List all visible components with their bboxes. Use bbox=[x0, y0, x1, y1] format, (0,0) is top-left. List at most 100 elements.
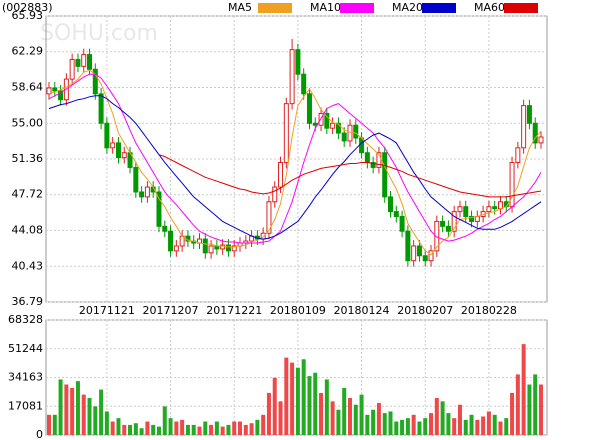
y-tick-label: 51244 bbox=[8, 342, 43, 355]
y-tick-label: 58.64 bbox=[12, 81, 44, 94]
stock-code: (002883) bbox=[2, 1, 53, 14]
volume-bar bbox=[52, 414, 57, 435]
volume-bar bbox=[498, 421, 503, 435]
volume-bar bbox=[353, 404, 358, 435]
candle-body bbox=[115, 142, 121, 159]
volume-bar bbox=[197, 426, 202, 435]
volume-bar bbox=[87, 397, 92, 435]
volume-bar bbox=[307, 376, 312, 435]
candle-body bbox=[324, 112, 330, 129]
candle-body bbox=[208, 245, 214, 254]
volume-bar bbox=[110, 421, 115, 435]
volume-bar bbox=[319, 392, 324, 435]
candle-body bbox=[272, 186, 278, 203]
candle-body bbox=[474, 216, 480, 222]
volume-bar bbox=[220, 426, 225, 435]
y-tick-label: 17081 bbox=[8, 399, 43, 412]
ma-line bbox=[48, 73, 542, 244]
volume-bar bbox=[64, 384, 69, 435]
candle-body bbox=[457, 206, 463, 213]
candle-body bbox=[98, 93, 104, 124]
candle-body bbox=[295, 49, 301, 75]
candle-body bbox=[497, 201, 503, 210]
volume-bar bbox=[446, 413, 451, 435]
candle-body bbox=[301, 73, 307, 95]
volume-bar bbox=[122, 424, 127, 435]
candle-body bbox=[521, 105, 527, 149]
volume-bar bbox=[116, 418, 121, 435]
candle-body bbox=[58, 90, 64, 101]
candle-body bbox=[532, 122, 538, 144]
candle-body bbox=[347, 124, 353, 142]
candle-body bbox=[318, 112, 324, 126]
volume-bar bbox=[504, 418, 509, 435]
volume-bar bbox=[209, 424, 214, 435]
candle-body bbox=[451, 211, 457, 232]
candle-body bbox=[69, 58, 75, 80]
y-tick-label: 62.29 bbox=[12, 45, 44, 58]
volume-bar bbox=[521, 344, 526, 435]
candle-body bbox=[162, 225, 168, 232]
volume-bar bbox=[249, 423, 254, 435]
volume-bar bbox=[347, 397, 352, 435]
volume-bar bbox=[214, 421, 219, 435]
volume-bar bbox=[93, 406, 98, 435]
y-tick-label: 34163 bbox=[8, 371, 43, 384]
candle-body bbox=[92, 68, 98, 95]
candle-body bbox=[306, 93, 312, 124]
candle-body bbox=[133, 166, 139, 193]
y-tick-label: 47.72 bbox=[12, 188, 44, 201]
volume-bar bbox=[481, 416, 486, 435]
volume-bar bbox=[411, 414, 416, 435]
volume-bar bbox=[58, 379, 63, 435]
volume-bar bbox=[232, 421, 237, 435]
volume-bar bbox=[405, 418, 410, 435]
candle-body bbox=[225, 244, 231, 252]
volume-bar bbox=[313, 372, 318, 435]
volume-bar bbox=[47, 414, 51, 435]
candle-body bbox=[416, 245, 422, 257]
volume-bar bbox=[162, 406, 167, 435]
volume-bar bbox=[266, 392, 271, 435]
volume-bar bbox=[226, 424, 231, 435]
volume-bar bbox=[434, 397, 439, 435]
candle-body bbox=[526, 105, 532, 124]
x-tick-label: 20180207 bbox=[397, 304, 453, 317]
volume-bar bbox=[185, 424, 190, 435]
candle-body bbox=[434, 220, 440, 252]
candle-body bbox=[515, 147, 521, 164]
volume-bar bbox=[151, 424, 156, 435]
x-tick-label: 20171221 bbox=[206, 304, 262, 317]
volume-bar bbox=[70, 387, 75, 435]
candle-body bbox=[428, 250, 434, 262]
candle-body bbox=[330, 122, 336, 129]
volume-bar bbox=[128, 424, 133, 435]
volume-bar bbox=[533, 374, 538, 435]
y-tick-label: 36.79 bbox=[12, 295, 44, 308]
volume-bar bbox=[295, 367, 300, 435]
candle-body bbox=[220, 244, 226, 250]
volume-bar bbox=[457, 404, 462, 435]
volume-bar bbox=[423, 418, 428, 435]
candle-body bbox=[538, 136, 544, 144]
candle-body bbox=[202, 238, 208, 254]
candle-body bbox=[335, 122, 341, 134]
y-tick-label: 51.36 bbox=[12, 152, 44, 165]
volume-bar bbox=[417, 421, 422, 435]
volume-bar bbox=[371, 409, 376, 435]
volume-bar bbox=[243, 424, 248, 435]
volume-bar bbox=[272, 377, 277, 435]
candle-body bbox=[104, 122, 110, 149]
ma-line bbox=[48, 69, 542, 256]
candle-body bbox=[388, 196, 394, 213]
candle-body bbox=[382, 152, 388, 198]
volume-bar bbox=[324, 379, 329, 435]
volume-bar bbox=[492, 414, 497, 435]
x-tick-label: 20180109 bbox=[270, 304, 326, 317]
candle-body bbox=[168, 230, 174, 252]
legend-label: MA10 bbox=[310, 1, 341, 14]
volume-bar bbox=[539, 384, 543, 435]
x-tick-label: 20180228 bbox=[461, 304, 517, 317]
candle-body bbox=[156, 191, 162, 227]
